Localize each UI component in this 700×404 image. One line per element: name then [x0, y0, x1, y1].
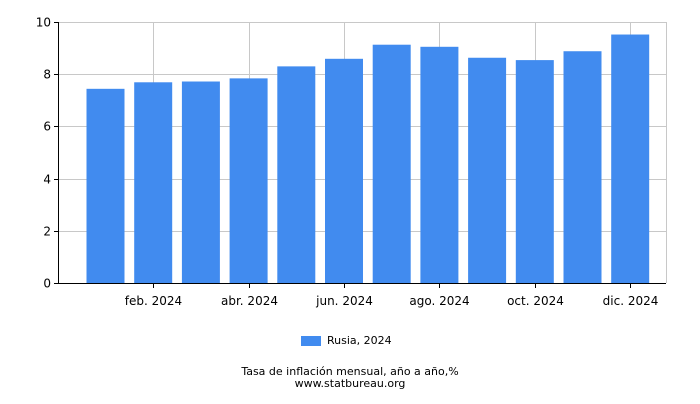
x-tick-label: ago. 2024 [409, 294, 469, 308]
x-tick-label: oct. 2024 [507, 294, 564, 308]
y-tick-label: 0 [43, 277, 51, 291]
bar-dic-2024[interactable] [611, 34, 650, 283]
y-tick-label: 6 [43, 120, 51, 134]
source-link[interactable]: www.statbureau.org [294, 377, 406, 390]
bar-feb-2024[interactable] [134, 82, 173, 283]
bar-jun-2024[interactable] [325, 58, 363, 284]
legend: Rusia, 2024 [301, 334, 392, 347]
bar-ago-2024[interactable] [420, 46, 459, 283]
x-tick-label: feb. 2024 [125, 294, 182, 308]
bar-mar-2024[interactable] [181, 81, 220, 284]
x-tick-label: jun. 2024 [315, 294, 373, 308]
legend-label: Rusia, 2024 [327, 334, 392, 347]
bar-nov-2024[interactable] [563, 51, 602, 284]
y-tick-label: 2 [43, 225, 51, 239]
bar-jul-2024[interactable] [372, 44, 411, 283]
bar-ene-2024[interactable] [86, 88, 125, 283]
y-tick-label: 8 [43, 68, 51, 82]
chart-title: Tasa de inflación mensual, año a año,% [241, 365, 459, 378]
bars [86, 34, 650, 284]
bar-sept-2024[interactable] [468, 57, 507, 283]
legend-swatch [301, 335, 321, 346]
bar-abr-2024[interactable] [229, 78, 268, 283]
bar-may-2024[interactable] [277, 66, 316, 284]
axes: 0 2 4 6 8 10 feb. 2024 abr. 2024 jun. 2024 ago. 2… [36, 16, 666, 308]
y-tick-label: 4 [43, 173, 51, 187]
bar-oct-2024[interactable] [515, 60, 554, 283]
x-tick-label: dic. 2024 [603, 294, 659, 308]
y-tick-label: 10 [36, 16, 51, 30]
x-tick-label: abr. 2024 [221, 294, 278, 308]
